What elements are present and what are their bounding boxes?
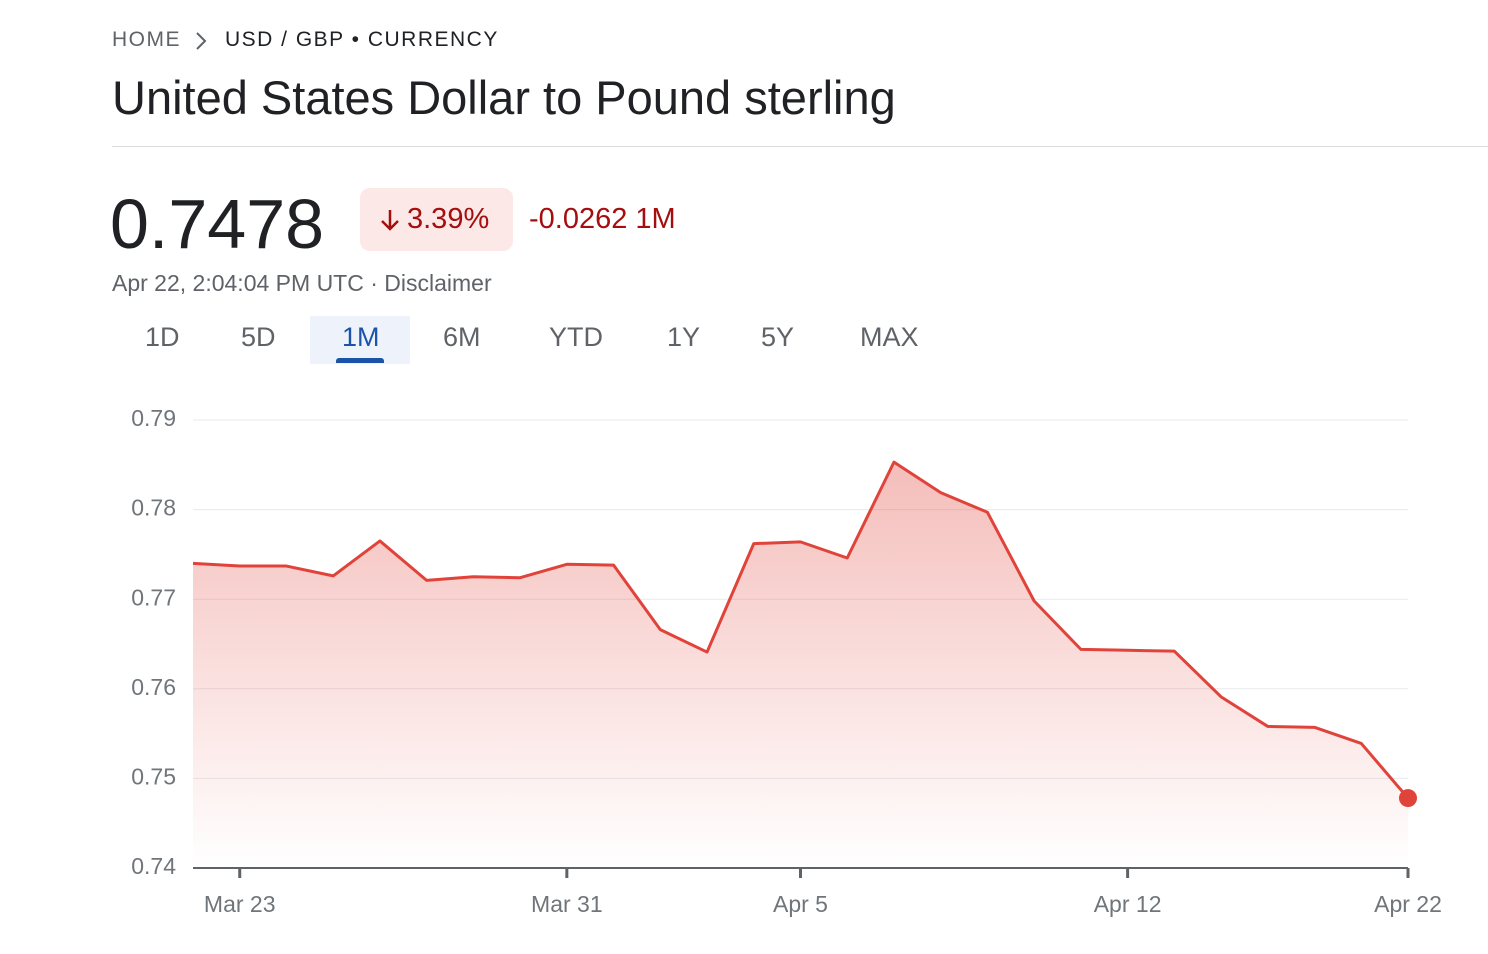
range-tab[interactable]: YTD bbox=[549, 322, 603, 352]
breadcrumb-home[interactable]: HOME bbox=[112, 28, 181, 51]
breadcrumb-chevron bbox=[196, 32, 207, 50]
x-tick-label: Apr 12 bbox=[1094, 891, 1162, 917]
timestamp-line: Apr 22, 2:04:04 PM UTC · Disclaimer bbox=[112, 270, 492, 296]
range-tab[interactable]: 6M bbox=[443, 322, 481, 352]
range-tab[interactable]: 1Y bbox=[667, 322, 701, 352]
active-tab-underline bbox=[336, 358, 384, 363]
breadcrumb-current: USD / GBP • CURRENCY bbox=[225, 28, 499, 51]
area-fill bbox=[193, 462, 1408, 868]
active-tab-bg bbox=[310, 316, 410, 364]
range-tab[interactable]: 1D bbox=[145, 322, 180, 352]
price: 0.7478 bbox=[110, 185, 325, 263]
change-percent: 3.39% bbox=[407, 203, 490, 235]
down-arrow bbox=[381, 210, 399, 231]
range-tab[interactable]: 1M bbox=[342, 322, 380, 352]
page-title: United States Dollar to Pound sterling bbox=[112, 71, 896, 124]
divider bbox=[112, 146, 1488, 147]
disclaimer-link[interactable]: Disclaimer bbox=[384, 270, 492, 296]
x-tick-label: Mar 31 bbox=[531, 891, 603, 917]
y-tick-label: 0.78 bbox=[131, 495, 176, 521]
change-detail: -0.0262 1M bbox=[529, 203, 676, 235]
y-tick-label: 0.79 bbox=[131, 405, 176, 431]
range-tab[interactable]: 5D bbox=[241, 322, 276, 352]
range-tab[interactable]: 5Y bbox=[761, 322, 795, 352]
x-tick-label: Mar 23 bbox=[204, 891, 276, 917]
y-tick-label: 0.76 bbox=[131, 674, 176, 700]
price-line bbox=[192, 460, 1410, 800]
y-tick-label: 0.77 bbox=[131, 584, 176, 610]
last-point bbox=[1399, 789, 1417, 808]
change-badge: 3.39% bbox=[360, 188, 513, 251]
y-tick-label: 0.74 bbox=[131, 853, 176, 879]
y-tick-label: 0.75 bbox=[131, 763, 176, 789]
x-tick-label: Apr 22 bbox=[1374, 891, 1442, 917]
range-tab[interactable]: MAX bbox=[860, 322, 919, 352]
x-tick-label: Apr 5 bbox=[773, 891, 828, 917]
timestamp: Apr 22, 2:04:04 PM UTC bbox=[112, 270, 364, 296]
